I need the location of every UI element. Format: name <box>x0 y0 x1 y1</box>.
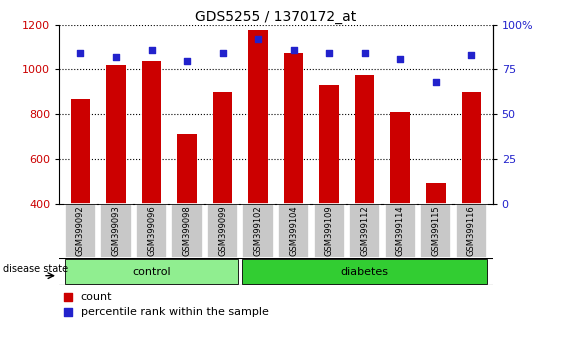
Bar <box>391 112 410 204</box>
FancyBboxPatch shape <box>243 259 487 285</box>
Point <box>396 56 405 62</box>
Point <box>111 54 120 60</box>
FancyBboxPatch shape <box>243 204 274 258</box>
Text: GSM399109: GSM399109 <box>325 206 334 256</box>
Text: count: count <box>81 292 112 302</box>
Text: GSM399096: GSM399096 <box>147 206 156 256</box>
Bar <box>71 98 90 204</box>
Point <box>147 47 156 53</box>
Text: GSM399099: GSM399099 <box>218 206 227 256</box>
Title: GDS5255 / 1370172_at: GDS5255 / 1370172_at <box>195 10 356 24</box>
Text: GSM399098: GSM399098 <box>182 206 191 256</box>
Text: GSM399116: GSM399116 <box>467 206 476 256</box>
Point <box>431 79 440 85</box>
Bar <box>284 53 303 204</box>
Text: GSM399114: GSM399114 <box>396 206 405 256</box>
Point <box>182 58 191 63</box>
FancyBboxPatch shape <box>278 204 309 258</box>
FancyBboxPatch shape <box>455 204 487 258</box>
FancyBboxPatch shape <box>100 204 132 258</box>
Point <box>63 309 72 315</box>
Point <box>218 51 227 56</box>
Bar <box>177 134 197 204</box>
Text: GSM399104: GSM399104 <box>289 206 298 256</box>
Bar <box>426 183 445 204</box>
Bar <box>355 75 374 204</box>
Text: GSM399093: GSM399093 <box>111 206 120 256</box>
Point <box>76 51 85 56</box>
Bar <box>213 92 233 204</box>
FancyBboxPatch shape <box>171 204 203 258</box>
Text: GSM399112: GSM399112 <box>360 206 369 256</box>
Bar <box>106 65 126 204</box>
Text: GSM399102: GSM399102 <box>253 206 262 256</box>
Text: percentile rank within the sample: percentile rank within the sample <box>81 307 269 318</box>
Text: diabetes: diabetes <box>341 267 388 277</box>
Point <box>289 47 298 53</box>
FancyBboxPatch shape <box>420 204 452 258</box>
Bar <box>248 30 268 204</box>
FancyBboxPatch shape <box>65 259 238 285</box>
Text: GSM399092: GSM399092 <box>76 206 85 256</box>
Bar <box>319 85 339 204</box>
FancyBboxPatch shape <box>385 204 416 258</box>
FancyBboxPatch shape <box>207 204 238 258</box>
Bar <box>462 92 481 204</box>
FancyBboxPatch shape <box>349 204 381 258</box>
Bar <box>142 61 161 204</box>
Point <box>360 51 369 56</box>
Text: control: control <box>132 267 171 277</box>
FancyBboxPatch shape <box>136 204 167 258</box>
FancyBboxPatch shape <box>314 204 345 258</box>
Point <box>325 51 334 56</box>
Point <box>63 295 72 300</box>
Text: GSM399115: GSM399115 <box>431 206 440 256</box>
Point <box>253 36 262 42</box>
FancyBboxPatch shape <box>65 204 96 258</box>
Text: disease state: disease state <box>3 264 68 274</box>
Point <box>467 52 476 58</box>
